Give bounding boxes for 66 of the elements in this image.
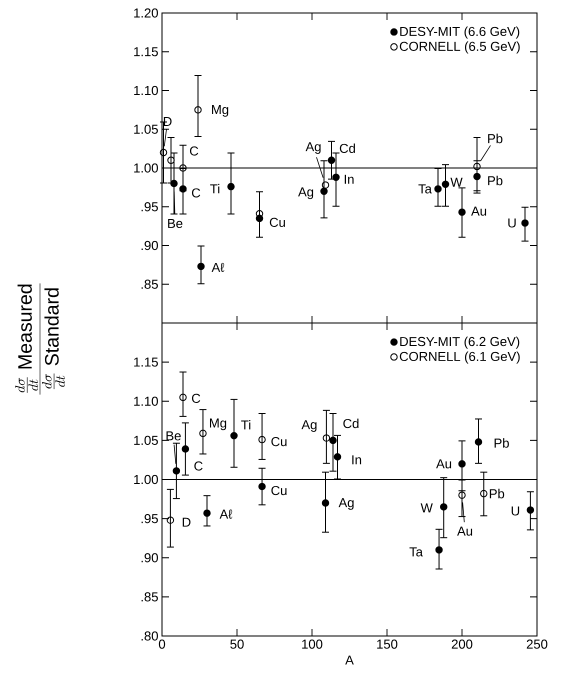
annotation: Cu <box>271 486 286 496</box>
annotation: U <box>508 218 516 228</box>
annotation: Au <box>436 459 452 468</box>
annotation: Mg <box>210 418 226 430</box>
y-tick-label: 1.05 <box>134 436 158 445</box>
annotation: Ag <box>306 142 321 154</box>
annotation: Be <box>166 431 181 440</box>
annotation: In <box>352 455 362 464</box>
y-tick-label: .90 <box>142 553 158 562</box>
y-tick-label: .95 <box>142 514 158 524</box>
annotation: Ag <box>301 420 317 432</box>
x-tick-label: 200 <box>452 640 472 649</box>
annotation: Aℓ <box>212 262 224 272</box>
annotation: Pb <box>488 134 502 144</box>
annotation: W <box>420 503 433 512</box>
x-tick-label: 100 <box>302 640 322 649</box>
annotation: U <box>512 506 520 516</box>
annotation: C <box>192 394 200 403</box>
y-tick-label: 1.10 <box>134 396 158 406</box>
annotation: Aℓ <box>220 510 232 519</box>
x-tick-label: 150 <box>377 640 398 649</box>
annotation: Pb <box>494 438 509 448</box>
y-tick-label: .90 <box>142 240 158 250</box>
annotation: Pb <box>490 488 504 498</box>
annotation: Cd <box>340 143 355 154</box>
y-tick-label: .85 <box>142 592 158 602</box>
y-tick-label: 1.10 <box>134 86 158 96</box>
annotation: D <box>182 518 190 527</box>
annotation: Au <box>471 206 486 216</box>
y-tick-label: 1.15 <box>134 358 158 367</box>
annotation: In <box>344 174 354 184</box>
annotation: Be <box>168 218 182 228</box>
annotation: D <box>164 117 172 126</box>
annotation: W <box>450 178 463 187</box>
annotation: Ta <box>418 184 432 194</box>
annotation: Ag <box>298 187 314 200</box>
annotation: Ti <box>210 184 220 194</box>
legend-label: CORNELL (6.1 GeV) <box>400 352 520 364</box>
x-axis-title: A <box>345 656 354 665</box>
annotation: Ti <box>241 420 250 430</box>
annotation: Ag <box>338 498 354 510</box>
annotation: C <box>190 146 198 156</box>
legend-label: DESY-MIT (6.2 GeV) <box>400 336 520 349</box>
y-tick-label: 1.00 <box>134 163 158 173</box>
legend-label: DESY-MIT (6.6 GeV) <box>400 26 520 39</box>
y-tick-label: .80 <box>142 631 158 641</box>
annotation: C <box>194 461 203 471</box>
y-tick-label: 1.15 <box>134 47 158 56</box>
annotation: Au <box>457 526 472 536</box>
y-tick-label: .85 <box>142 280 158 289</box>
annotation: Pb <box>488 176 502 186</box>
y-axis-title: $\frac{\frac{d\sigma}{dt}\ \mathrm{Measured}}{\frac{d\sigma}{dt}\ \mathrm{Standard}}$ <box>15 283 65 395</box>
y-tick-label: 1.05 <box>134 124 158 134</box>
annotation: Mg <box>212 105 228 117</box>
y-tick-label: 1.00 <box>134 474 158 484</box>
annotation: Cu <box>271 436 286 446</box>
x-tick-label: 250 <box>526 640 548 649</box>
annotation: Cu <box>270 218 285 227</box>
annotation: C <box>192 188 200 198</box>
annotation: Ta <box>409 547 423 556</box>
y-tick-label: .95 <box>142 202 158 212</box>
annotation: Cd <box>343 418 358 428</box>
x-tick-label: 0 <box>158 640 166 649</box>
legend-label: CORNELL (6.5 GeV) <box>400 41 520 54</box>
x-tick-label: 50 <box>230 640 244 649</box>
y-tick-label: 1.20 <box>134 8 158 18</box>
